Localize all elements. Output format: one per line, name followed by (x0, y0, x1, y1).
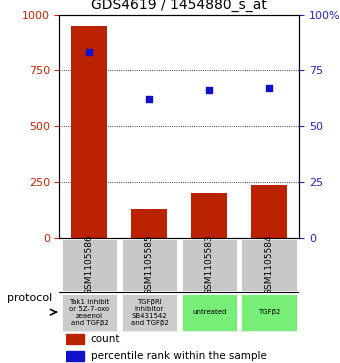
Bar (191, 193, 227, 238)
Bar (181, 293, 238, 332)
Bar (240, 238, 298, 292)
Point (267, 85, 272, 91)
Text: GSM1105586: GSM1105586 (85, 234, 94, 295)
Bar (71, 26, 107, 238)
Text: GSM1105584: GSM1105584 (265, 234, 274, 295)
Point (147, 97, 152, 102)
Bar (251, 185, 287, 238)
Bar (181, 238, 238, 292)
Text: untreated: untreated (192, 309, 226, 315)
Text: TGFβRI
inhibitor
SB431542
and TGFβ2: TGFβRI inhibitor SB431542 and TGFβ2 (131, 299, 168, 326)
Text: TGFβ2: TGFβ2 (258, 309, 280, 315)
Bar (66, 334, 84, 344)
Bar (121, 293, 178, 332)
Text: count: count (91, 334, 120, 344)
Text: GSM1105583: GSM1105583 (205, 234, 214, 295)
Text: percentile rank within the sample: percentile rank within the sample (91, 351, 267, 361)
Bar (61, 293, 118, 332)
Text: Tak1 inhibit
or 5Z-7-oxo
zeaenol
and TGFβ2: Tak1 inhibit or 5Z-7-oxo zeaenol and TGF… (69, 299, 109, 326)
Point (207, 87, 212, 93)
Title: GDS4619 / 1454880_s_at: GDS4619 / 1454880_s_at (91, 0, 267, 12)
Bar (66, 351, 84, 362)
Point (87, 50, 92, 56)
Bar (121, 238, 178, 292)
Bar (132, 209, 167, 238)
Text: GSM1105585: GSM1105585 (145, 234, 154, 295)
Bar (240, 293, 298, 332)
Bar (61, 238, 118, 292)
Text: protocol: protocol (7, 293, 52, 303)
